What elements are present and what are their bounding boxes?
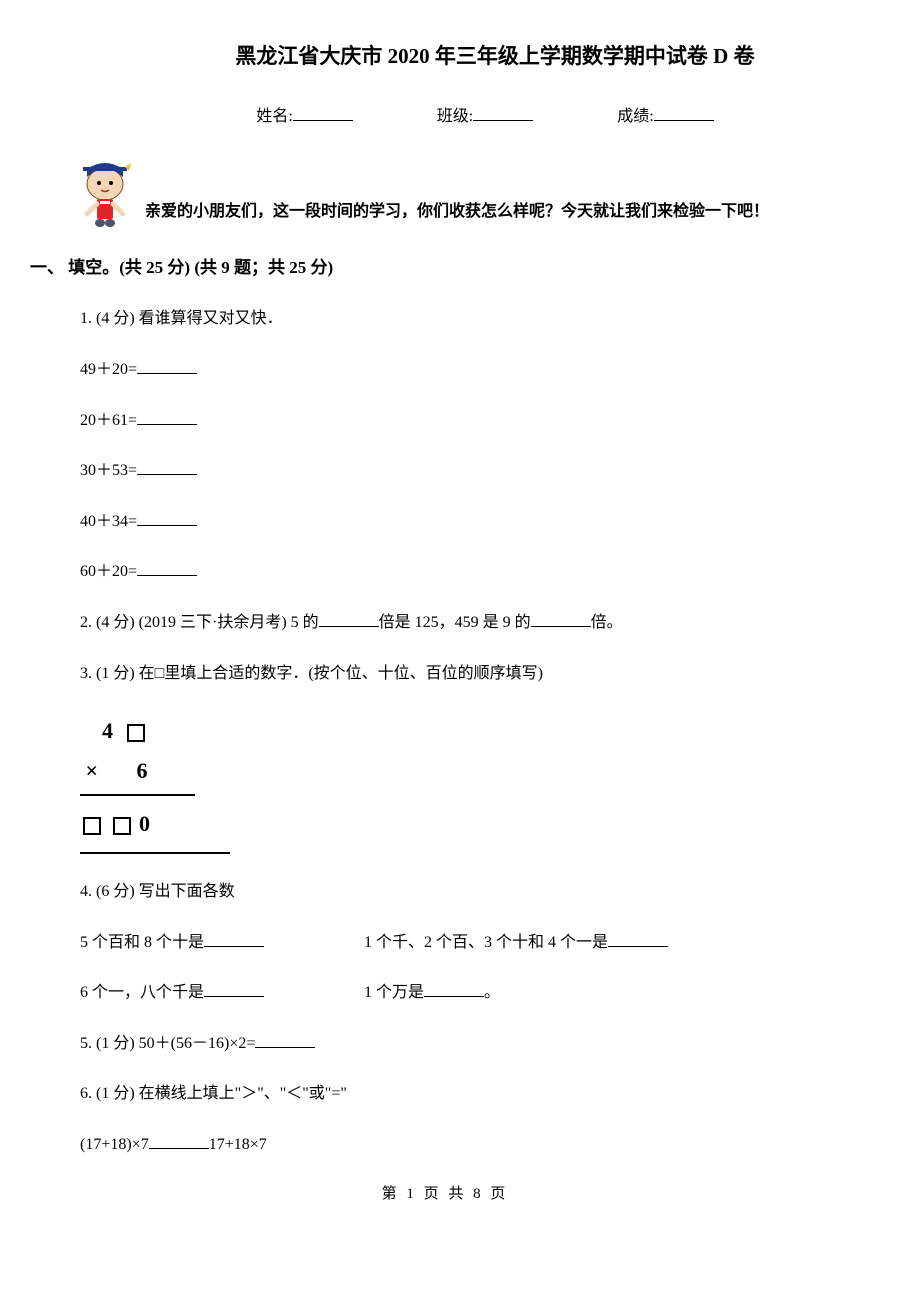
name-field: 姓名: [256, 104, 352, 130]
q3-prompt: 3. (1 分) 在□里填上合适的数字．(按个位、十位、百位的顺序填写) [80, 661, 860, 687]
greeting-text: 亲爱的小朋友们，这一段时间的学习，你们收获怎么样呢？今天就让我们来检验一下吧！ [145, 199, 769, 230]
score-label: 成绩: [617, 108, 653, 125]
class-label: 班级: [437, 108, 473, 125]
page-footer: 第 1 页 共 8 页 [30, 1182, 860, 1206]
score-blank [654, 105, 714, 121]
info-row: 姓名: 班级: 成绩: [30, 104, 860, 130]
class-blank [473, 105, 533, 121]
q1-item-4: 60＋20= [80, 559, 860, 585]
name-blank [293, 105, 353, 121]
question-1: 1. (4 分) 看谁算得又对又快． 49＋20= 20＋61= 30＋53= … [80, 306, 860, 585]
q6-left: (17+18)×7 [80, 1136, 149, 1153]
q1-item-1: 20＋61= [80, 408, 860, 434]
q4-a: 5 个百和 8 个十是 [80, 930, 264, 956]
question-3: 3. (1 分) 在□里填上合适的数字．(按个位、十位、百位的顺序填写) [80, 661, 860, 687]
class-field: 班级: [437, 104, 533, 130]
q3-vertical-math: 4 × 6 0 [80, 711, 860, 854]
greeting-row: 亲爱的小朋友们，这一段时间的学习，你们收获怎么样呢？今天就让我们来检验一下吧！ [30, 159, 860, 229]
q1-item-0: 49＋20= [80, 357, 860, 383]
q6-right: 17+18×7 [209, 1136, 267, 1153]
name-label: 姓名: [256, 108, 292, 125]
q6-prompt: 6. (1 分) 在横线上填上"＞"、"＜"或"=" [80, 1081, 860, 1107]
q1-item-2: 30＋53= [80, 458, 860, 484]
section-1-header: 一、 填空。(共 25 分) (共 9 题；共 25 分) [30, 254, 860, 281]
q1-item-3: 40＋34= [80, 509, 860, 535]
question-2: 2. (4 分) (2019 三下·扶余月考) 5 的 倍是 125，459 是 … [80, 610, 860, 636]
q4-c: 6 个一，八个千是 [80, 980, 264, 1006]
q5-text: 5. (1 分) 50＋(56－16)×2= [80, 1035, 255, 1052]
score-field: 成绩: [617, 104, 713, 130]
q2-mid: 倍是 125，459 是 9 的 [379, 614, 531, 631]
q4-b: 1 个千、2 个百、3 个十和 4 个一是 [364, 930, 668, 956]
q1-prompt: 1. (4 分) 看谁算得又对又快． [80, 306, 860, 332]
question-6: 6. (1 分) 在横线上填上"＞"、"＜"或"=" (17+18)×7 17+1… [80, 1081, 860, 1157]
q2-suffix: 倍。 [591, 614, 623, 631]
cartoon-icon [75, 159, 135, 229]
q2-prefix: 2. (4 分) (2019 三下·扶余月考) 5 的 [80, 614, 319, 631]
question-4: 4. (6 分) 写出下面各数 5 个百和 8 个十是 1 个千、2 个百、3 … [80, 879, 860, 1006]
page-title: 黑龙江省大庆市 2020 年三年级上学期数学期中试卷 D 卷 [30, 40, 860, 74]
q4-prompt: 4. (6 分) 写出下面各数 [80, 879, 860, 905]
q4-d: 1 个万是。 [364, 980, 500, 1006]
question-5: 5. (1 分) 50＋(56－16)×2= [80, 1031, 860, 1057]
